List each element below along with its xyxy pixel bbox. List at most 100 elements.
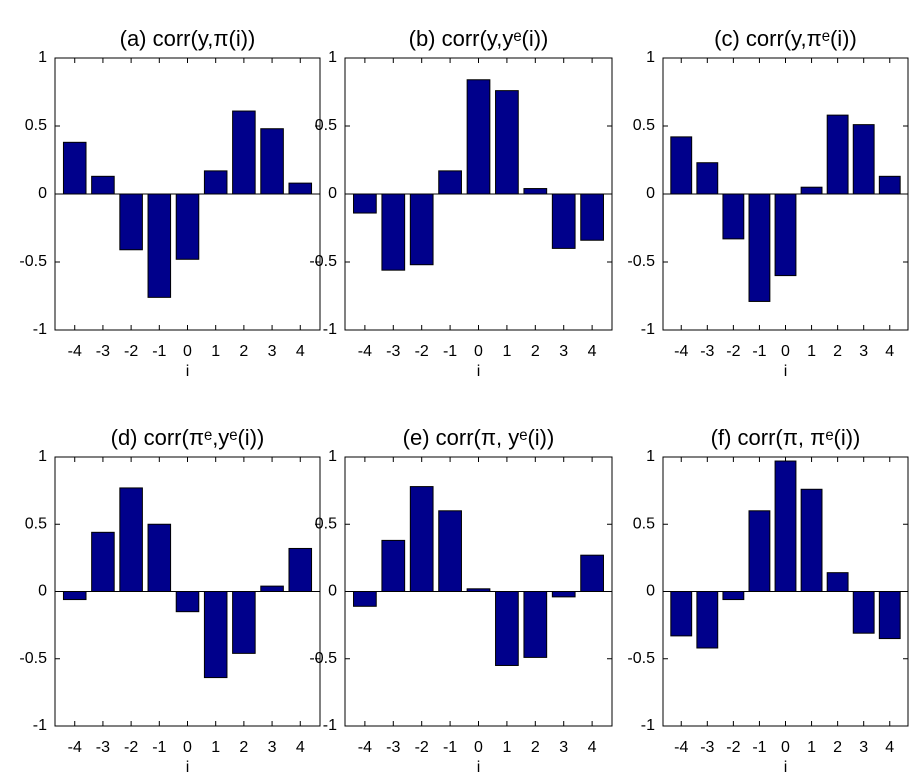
x-tick-label: 2 bbox=[833, 739, 842, 756]
y-tick-label: 1 bbox=[38, 49, 47, 66]
x-tick-label: 1 bbox=[502, 343, 511, 360]
bar bbox=[495, 591, 519, 666]
bar bbox=[722, 591, 745, 601]
x-axis-label: i bbox=[784, 759, 788, 774]
bar bbox=[175, 193, 200, 260]
y-tick-label: 0 bbox=[38, 185, 47, 202]
bar bbox=[523, 188, 548, 195]
bar bbox=[409, 486, 434, 592]
x-tick-label: -1 bbox=[443, 739, 457, 756]
x-tick-label: 1 bbox=[807, 343, 816, 360]
chart-title: (d) corr(πᵉ,yᵉ(i)) bbox=[111, 425, 265, 450]
bar bbox=[409, 193, 434, 266]
y-tick-label: 0.5 bbox=[315, 515, 337, 532]
bar bbox=[852, 591, 875, 634]
bar bbox=[353, 591, 377, 607]
x-tick-label: 1 bbox=[211, 343, 220, 360]
bar bbox=[353, 193, 377, 214]
y-tick-label: 0 bbox=[328, 185, 337, 202]
x-axis-label: i bbox=[477, 759, 481, 774]
x-tick-label: 2 bbox=[239, 343, 248, 360]
chart-title: (b) corr(y,yᵉ(i)) bbox=[409, 26, 549, 51]
bar bbox=[62, 591, 87, 601]
x-tick-label: 3 bbox=[559, 343, 568, 360]
bar bbox=[495, 90, 519, 195]
x-tick-label: 4 bbox=[885, 343, 894, 360]
bar bbox=[696, 162, 719, 195]
bar bbox=[232, 591, 256, 654]
bar bbox=[722, 193, 745, 240]
x-tick-label: -4 bbox=[674, 343, 688, 360]
bar bbox=[551, 591, 576, 598]
x-tick-label: -1 bbox=[752, 343, 766, 360]
bar bbox=[119, 487, 143, 592]
x-tick-label: -1 bbox=[443, 343, 457, 360]
x-tick-label: 3 bbox=[859, 343, 868, 360]
axes-frame bbox=[662, 456, 909, 727]
x-tick-label: 4 bbox=[296, 739, 305, 756]
bar bbox=[288, 547, 313, 593]
bar bbox=[523, 591, 548, 658]
bar bbox=[260, 585, 284, 592]
bar bbox=[551, 193, 576, 249]
bar bbox=[826, 114, 849, 195]
y-tick-label: -0.5 bbox=[19, 650, 47, 667]
x-tick-label: 4 bbox=[588, 343, 597, 360]
x-tick-label: -1 bbox=[152, 739, 166, 756]
x-tick-label: -4 bbox=[358, 343, 372, 360]
bar bbox=[232, 110, 256, 195]
chart-title: (a) corr(y,π(i)) bbox=[120, 26, 256, 51]
axes-frame bbox=[662, 57, 909, 331]
x-tick-label: 1 bbox=[807, 739, 816, 756]
bar bbox=[203, 591, 228, 679]
x-tick-label: -1 bbox=[152, 343, 166, 360]
y-tick-label: 0.5 bbox=[633, 515, 655, 532]
bar bbox=[670, 591, 693, 637]
y-tick-label: -0.5 bbox=[309, 253, 337, 270]
x-tick-label: 0 bbox=[474, 739, 483, 756]
x-tick-label: 4 bbox=[296, 343, 305, 360]
x-tick-label: -4 bbox=[358, 739, 372, 756]
x-tick-label: 1 bbox=[211, 739, 220, 756]
x-tick-label: 3 bbox=[268, 739, 277, 756]
y-tick-label: 0.5 bbox=[315, 117, 337, 134]
x-tick-label: -2 bbox=[415, 343, 429, 360]
y-tick-label: 0 bbox=[646, 583, 655, 600]
axes-frame bbox=[344, 57, 613, 331]
bar bbox=[381, 193, 406, 271]
y-tick-label: -0.5 bbox=[627, 650, 655, 667]
x-tick-label: 3 bbox=[559, 739, 568, 756]
x-axis-label: i bbox=[186, 759, 190, 774]
bar bbox=[91, 531, 115, 593]
x-tick-label: -4 bbox=[68, 739, 82, 756]
x-tick-label: 0 bbox=[183, 739, 192, 756]
axes-frame bbox=[54, 57, 321, 331]
bar bbox=[800, 186, 823, 195]
bar bbox=[175, 591, 200, 613]
x-tick-label: -2 bbox=[415, 739, 429, 756]
bar bbox=[878, 591, 901, 640]
y-tick-label: 1 bbox=[646, 448, 655, 465]
bar bbox=[852, 124, 875, 195]
x-axis-label: i bbox=[186, 363, 190, 380]
x-tick-label: 1 bbox=[502, 739, 511, 756]
x-tick-label: -2 bbox=[124, 739, 138, 756]
bar bbox=[696, 591, 719, 649]
y-tick-label: 0.5 bbox=[633, 117, 655, 134]
x-axis-label: i bbox=[477, 363, 481, 380]
x-tick-label: 2 bbox=[833, 343, 842, 360]
bar bbox=[826, 572, 849, 592]
bar bbox=[466, 79, 491, 195]
bar bbox=[119, 193, 143, 251]
y-tick-label: 1 bbox=[646, 49, 655, 66]
x-tick-label: -1 bbox=[752, 739, 766, 756]
x-tick-label: 0 bbox=[474, 343, 483, 360]
x-tick-label: 3 bbox=[859, 739, 868, 756]
y-tick-label: 1 bbox=[328, 49, 337, 66]
x-tick-label: 2 bbox=[239, 739, 248, 756]
y-tick-label: -1 bbox=[33, 321, 47, 338]
bar bbox=[91, 175, 115, 195]
bar bbox=[774, 460, 797, 592]
